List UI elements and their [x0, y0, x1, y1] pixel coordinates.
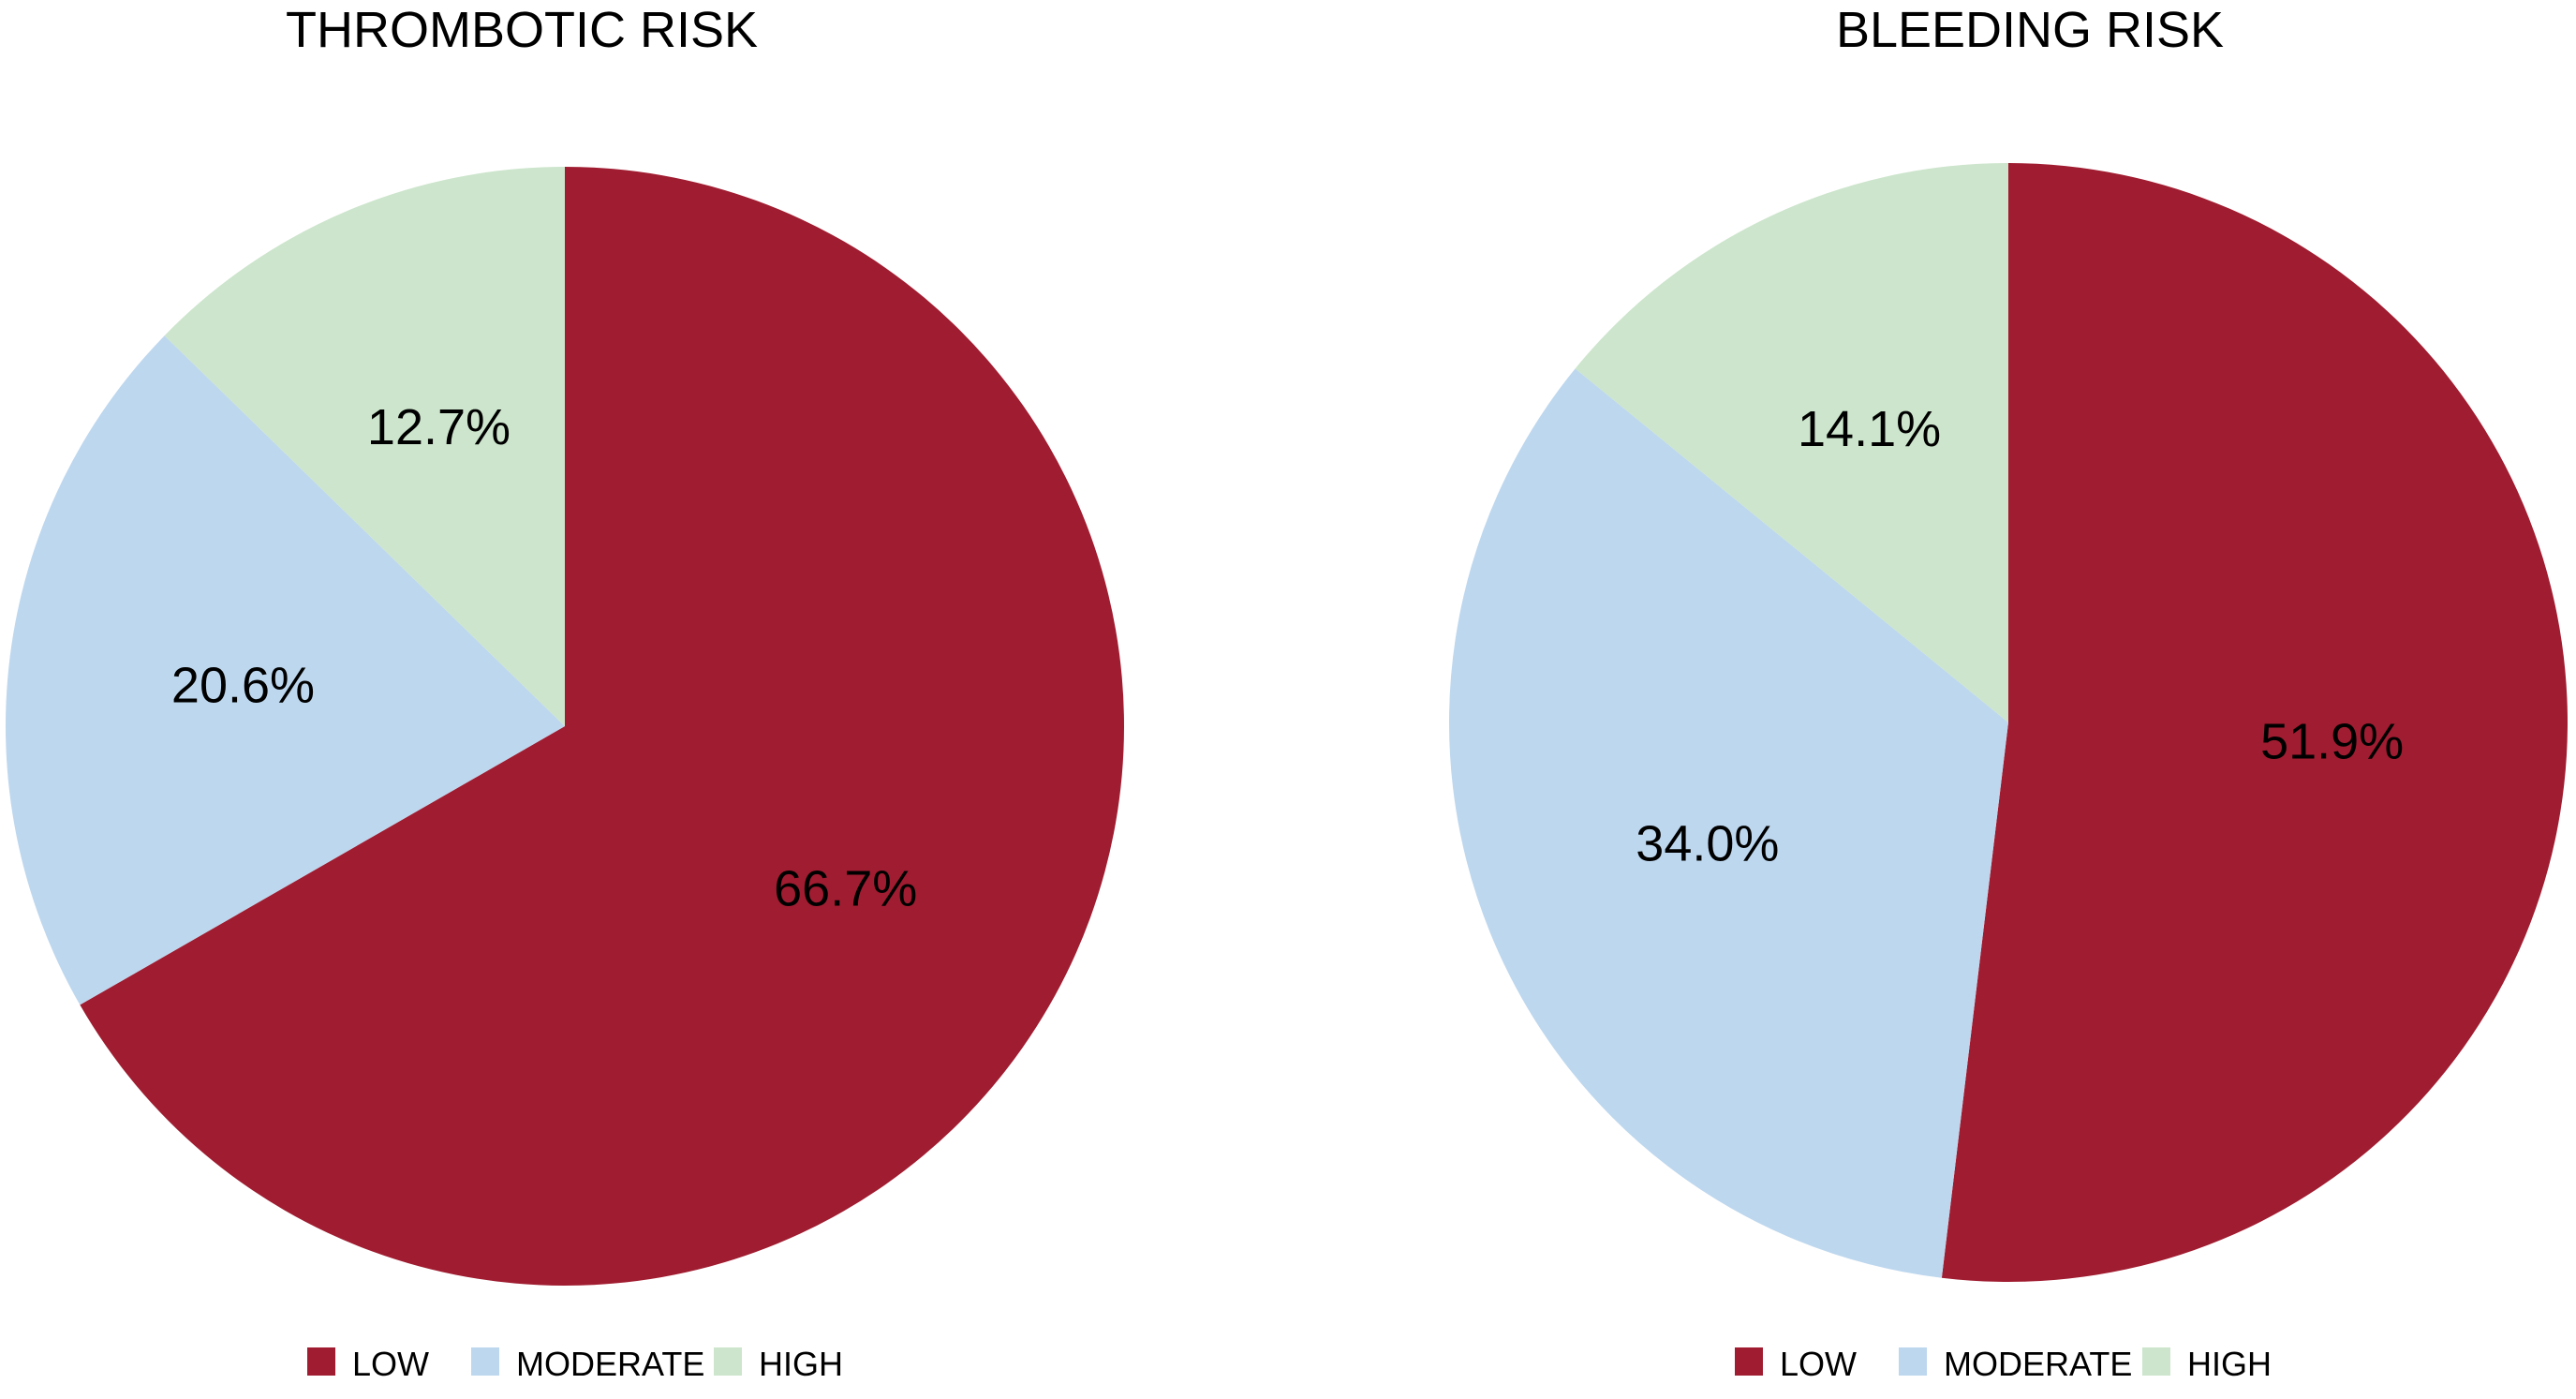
legend-swatch-low: [307, 1347, 335, 1376]
slice-data-label: 66.7%: [774, 860, 917, 916]
slice-data-label: 34.0%: [1636, 815, 1779, 871]
legend-swatch-high: [2142, 1347, 2170, 1376]
pie-slice-low: [1941, 163, 2569, 1282]
pie-slice-low: [80, 167, 1125, 1286]
chart-title: THROMBOTIC RISK: [286, 2, 758, 58]
legend-swatch-high: [714, 1347, 742, 1376]
legend-swatch-low: [1735, 1347, 1763, 1376]
pie-slice-high: [164, 167, 565, 726]
legend-label-moderate: MODERATE: [1944, 1345, 2132, 1383]
legend-label-low: LOW: [1780, 1345, 1857, 1383]
legend-label-low: LOW: [352, 1345, 429, 1383]
pie-slice-high: [1575, 163, 2008, 722]
pie-slice-moderate: [6, 335, 565, 1005]
chart-title: BLEEDING RISK: [1836, 2, 2224, 58]
slice-data-label: 14.1%: [1798, 401, 1941, 457]
legend-label-high: HIGH: [759, 1345, 843, 1383]
pie-chart-1: BLEEDING RISK 51.9% 34.0% 14.1% LOW MODERATE H…: [1449, 2, 2569, 1383]
slice-data-label: 51.9%: [2260, 714, 2404, 770]
legend-label-moderate: MODERATE: [516, 1345, 704, 1383]
slice-data-label: 20.6%: [171, 658, 315, 714]
pie-slice-moderate: [1449, 368, 2008, 1278]
legend-swatch-moderate: [1899, 1347, 1927, 1376]
legend-swatch-moderate: [471, 1347, 499, 1376]
pie-chart-0: THROMBOTIC RISK 66.7% 20.6% 12.7% LOW MODERAT…: [6, 2, 1125, 1383]
slice-data-label: 12.7%: [367, 399, 511, 455]
legend-label-high: HIGH: [2187, 1345, 2272, 1383]
